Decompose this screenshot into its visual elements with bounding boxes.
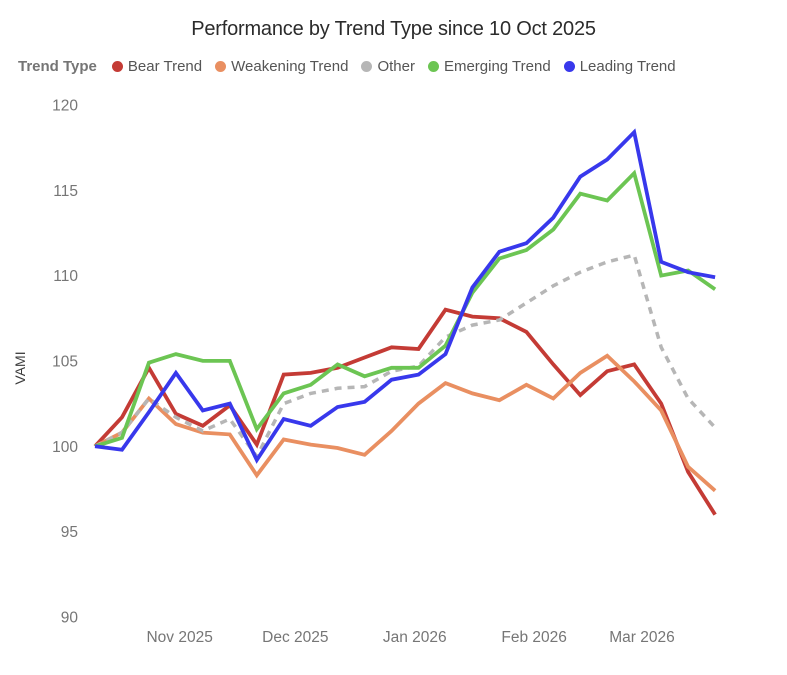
x-axis-tick-label: Dec 2025 (262, 629, 328, 646)
x-axis-tick-label: Jan 2026 (383, 629, 447, 646)
y-axis-tick-label: 100 (52, 439, 78, 456)
legend-dot-emerging-trend (427, 61, 439, 72)
legend: Trend Type Bear Trend Weakening Trend Othe… (18, 58, 676, 75)
legend-item-leading-trend[interactable]: Leading Trend (563, 58, 676, 75)
series-line-other[interactable] (94, 252, 717, 460)
y-axis-tick-label: 120 (52, 97, 78, 114)
y-axis-tick-label: 90 (61, 610, 79, 627)
legend-dot-weakening-trend (215, 61, 227, 72)
series-line-weakening-trend[interactable] (94, 353, 717, 493)
legend-dot-bear-trend (111, 61, 123, 72)
y-axis-tick-label: 110 (53, 268, 78, 285)
x-axis-tick-label: Mar 2026 (609, 629, 674, 646)
chart-title: Performance by Trend Type since 10 Oct 2… (191, 18, 596, 40)
legend-dot-other (361, 61, 373, 72)
legend-item-emerging-trend[interactable]: Emerging Trend (427, 58, 551, 75)
x-axis-tick-label: Nov 2025 (146, 629, 212, 646)
series-line-emerging-trend[interactable] (94, 169, 717, 449)
legend-item-label: Bear Trend (127, 58, 203, 75)
legend-item-bear-trend[interactable]: Bear Trend (111, 58, 203, 75)
y-axis-tick-label: 115 (53, 183, 78, 200)
y-axis-tick-label: 95 (61, 524, 78, 541)
x-axis-tick-label: Feb 2026 (501, 629, 567, 646)
legend-item-label: Weakening Trend (231, 58, 349, 75)
y-axis-tick-label: 105 (52, 353, 78, 370)
legend-dot-leading-trend (563, 61, 575, 72)
series-line-leading-trend[interactable] (94, 128, 716, 464)
legend-item-other[interactable]: Other (361, 58, 415, 75)
legend-item-label: Leading Trend (579, 58, 676, 75)
series-line-bear-trend[interactable] (93, 307, 717, 516)
legend-item-weakening-trend[interactable]: Weakening Trend (215, 58, 348, 75)
legend-item-label: Emerging Trend (443, 58, 551, 75)
legend-title: Trend Type (18, 58, 97, 75)
legend-item-label: Other (377, 58, 415, 75)
